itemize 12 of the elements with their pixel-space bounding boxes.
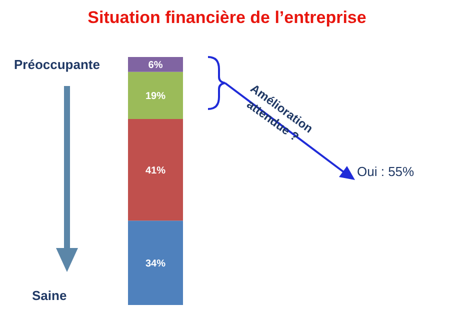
text: Préoccupante	[14, 57, 100, 72]
text: Oui : 55%	[357, 164, 414, 179]
text: Saine	[32, 288, 67, 303]
bar	[128, 119, 183, 221]
bar	[128, 57, 183, 72]
data-label: 41%	[145, 165, 166, 176]
text: Situation financière de l’entreprise	[86, 8, 368, 28]
data-label: 19%	[145, 90, 166, 102]
bar	[128, 220, 183, 305]
data-label: 34%	[145, 258, 166, 270]
data-label: 6%	[148, 60, 163, 71]
bar	[128, 72, 183, 119]
